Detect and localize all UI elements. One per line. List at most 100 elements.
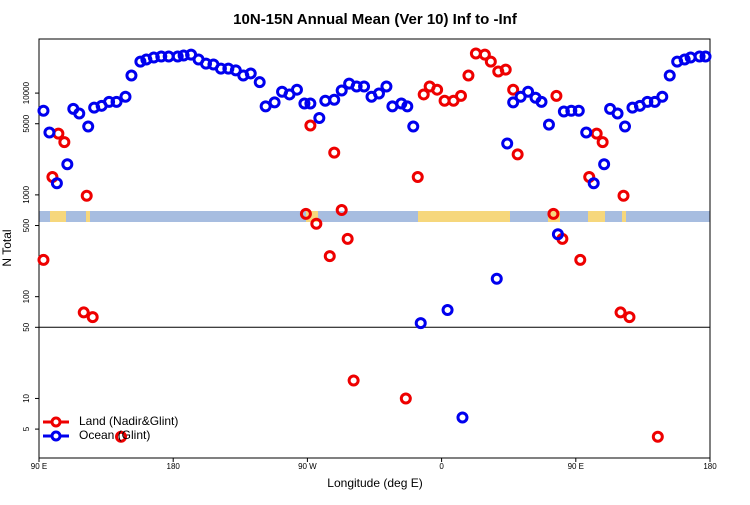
point — [86, 311, 99, 324]
point — [347, 374, 360, 387]
plot-frame — [38, 38, 711, 459]
land-patch — [86, 211, 90, 222]
point — [399, 392, 412, 405]
y-tick-label: 50 — [22, 322, 31, 331]
point — [244, 67, 257, 80]
point — [411, 170, 424, 183]
y-tick-label: 1000 — [22, 185, 31, 203]
point — [50, 177, 63, 190]
point — [335, 84, 348, 97]
point — [522, 85, 535, 98]
point — [590, 127, 603, 140]
point — [478, 48, 491, 61]
x-tick-label: 0 — [439, 462, 444, 471]
point — [678, 53, 691, 66]
point — [103, 95, 116, 108]
y-axis-label: N Total — [0, 229, 14, 266]
ocean-strip — [39, 211, 710, 222]
y-tick-label: 5 — [22, 426, 31, 431]
point — [565, 104, 578, 117]
point — [119, 90, 132, 103]
point — [551, 228, 564, 241]
point — [290, 83, 303, 96]
point — [441, 303, 454, 316]
point — [358, 80, 371, 93]
land-patch — [622, 211, 626, 222]
point — [372, 87, 385, 100]
point — [651, 430, 664, 443]
point — [80, 189, 93, 202]
point — [341, 232, 354, 245]
point — [431, 83, 444, 96]
point — [507, 83, 520, 96]
point — [596, 136, 609, 149]
point — [82, 120, 95, 133]
x-tick-label: 180 — [167, 462, 181, 471]
point — [611, 107, 624, 120]
legend-marker — [50, 430, 62, 442]
point — [623, 311, 636, 324]
x-tick-label: 90 E — [568, 462, 584, 471]
chart-title: 10N-15N Annual Mean (Ver 10) Inf to -Inf — [233, 11, 518, 28]
point — [155, 50, 168, 63]
point — [214, 62, 227, 75]
point — [499, 63, 512, 76]
point — [401, 100, 414, 113]
point — [414, 317, 427, 330]
point — [328, 146, 341, 159]
legend-marker — [50, 416, 62, 428]
point — [490, 272, 503, 285]
legend-label: Land (Nadir&Glint) — [79, 414, 178, 428]
y-tick-label: 100 — [22, 289, 31, 303]
point — [535, 95, 548, 108]
point — [484, 55, 497, 68]
point — [614, 306, 627, 319]
point — [253, 76, 266, 89]
point — [268, 96, 281, 109]
point — [550, 89, 563, 102]
land-patch — [50, 211, 66, 222]
land-patch — [306, 211, 318, 222]
point — [693, 50, 706, 63]
point — [407, 120, 420, 133]
point — [507, 96, 520, 109]
x-tick-label: 180 — [703, 462, 717, 471]
point — [619, 120, 632, 133]
legend-label: Ocean (Glint) — [79, 428, 150, 442]
land-patch — [418, 211, 510, 222]
point — [663, 69, 676, 82]
point — [110, 95, 123, 108]
point — [304, 97, 317, 110]
point — [501, 137, 514, 150]
point — [299, 207, 312, 220]
point — [298, 97, 311, 110]
point — [313, 111, 326, 124]
point — [328, 93, 341, 106]
point — [77, 306, 90, 319]
point — [171, 50, 184, 63]
legend: Land (Nadir&Glint)Ocean (Glint) — [43, 414, 178, 442]
point — [641, 95, 654, 108]
point — [73, 107, 86, 120]
point — [462, 69, 475, 82]
point — [115, 430, 128, 443]
point — [125, 69, 138, 82]
x-tick-label: 90 W — [298, 462, 317, 471]
point — [61, 158, 74, 171]
point — [557, 105, 570, 118]
point — [335, 204, 348, 217]
point — [511, 148, 524, 161]
point — [456, 411, 469, 424]
point — [454, 89, 467, 102]
point — [323, 250, 336, 263]
point — [134, 55, 147, 68]
map-strip — [39, 211, 710, 222]
point — [617, 189, 630, 202]
point — [304, 119, 317, 132]
point — [580, 126, 593, 139]
point — [598, 158, 611, 171]
point — [37, 253, 50, 266]
